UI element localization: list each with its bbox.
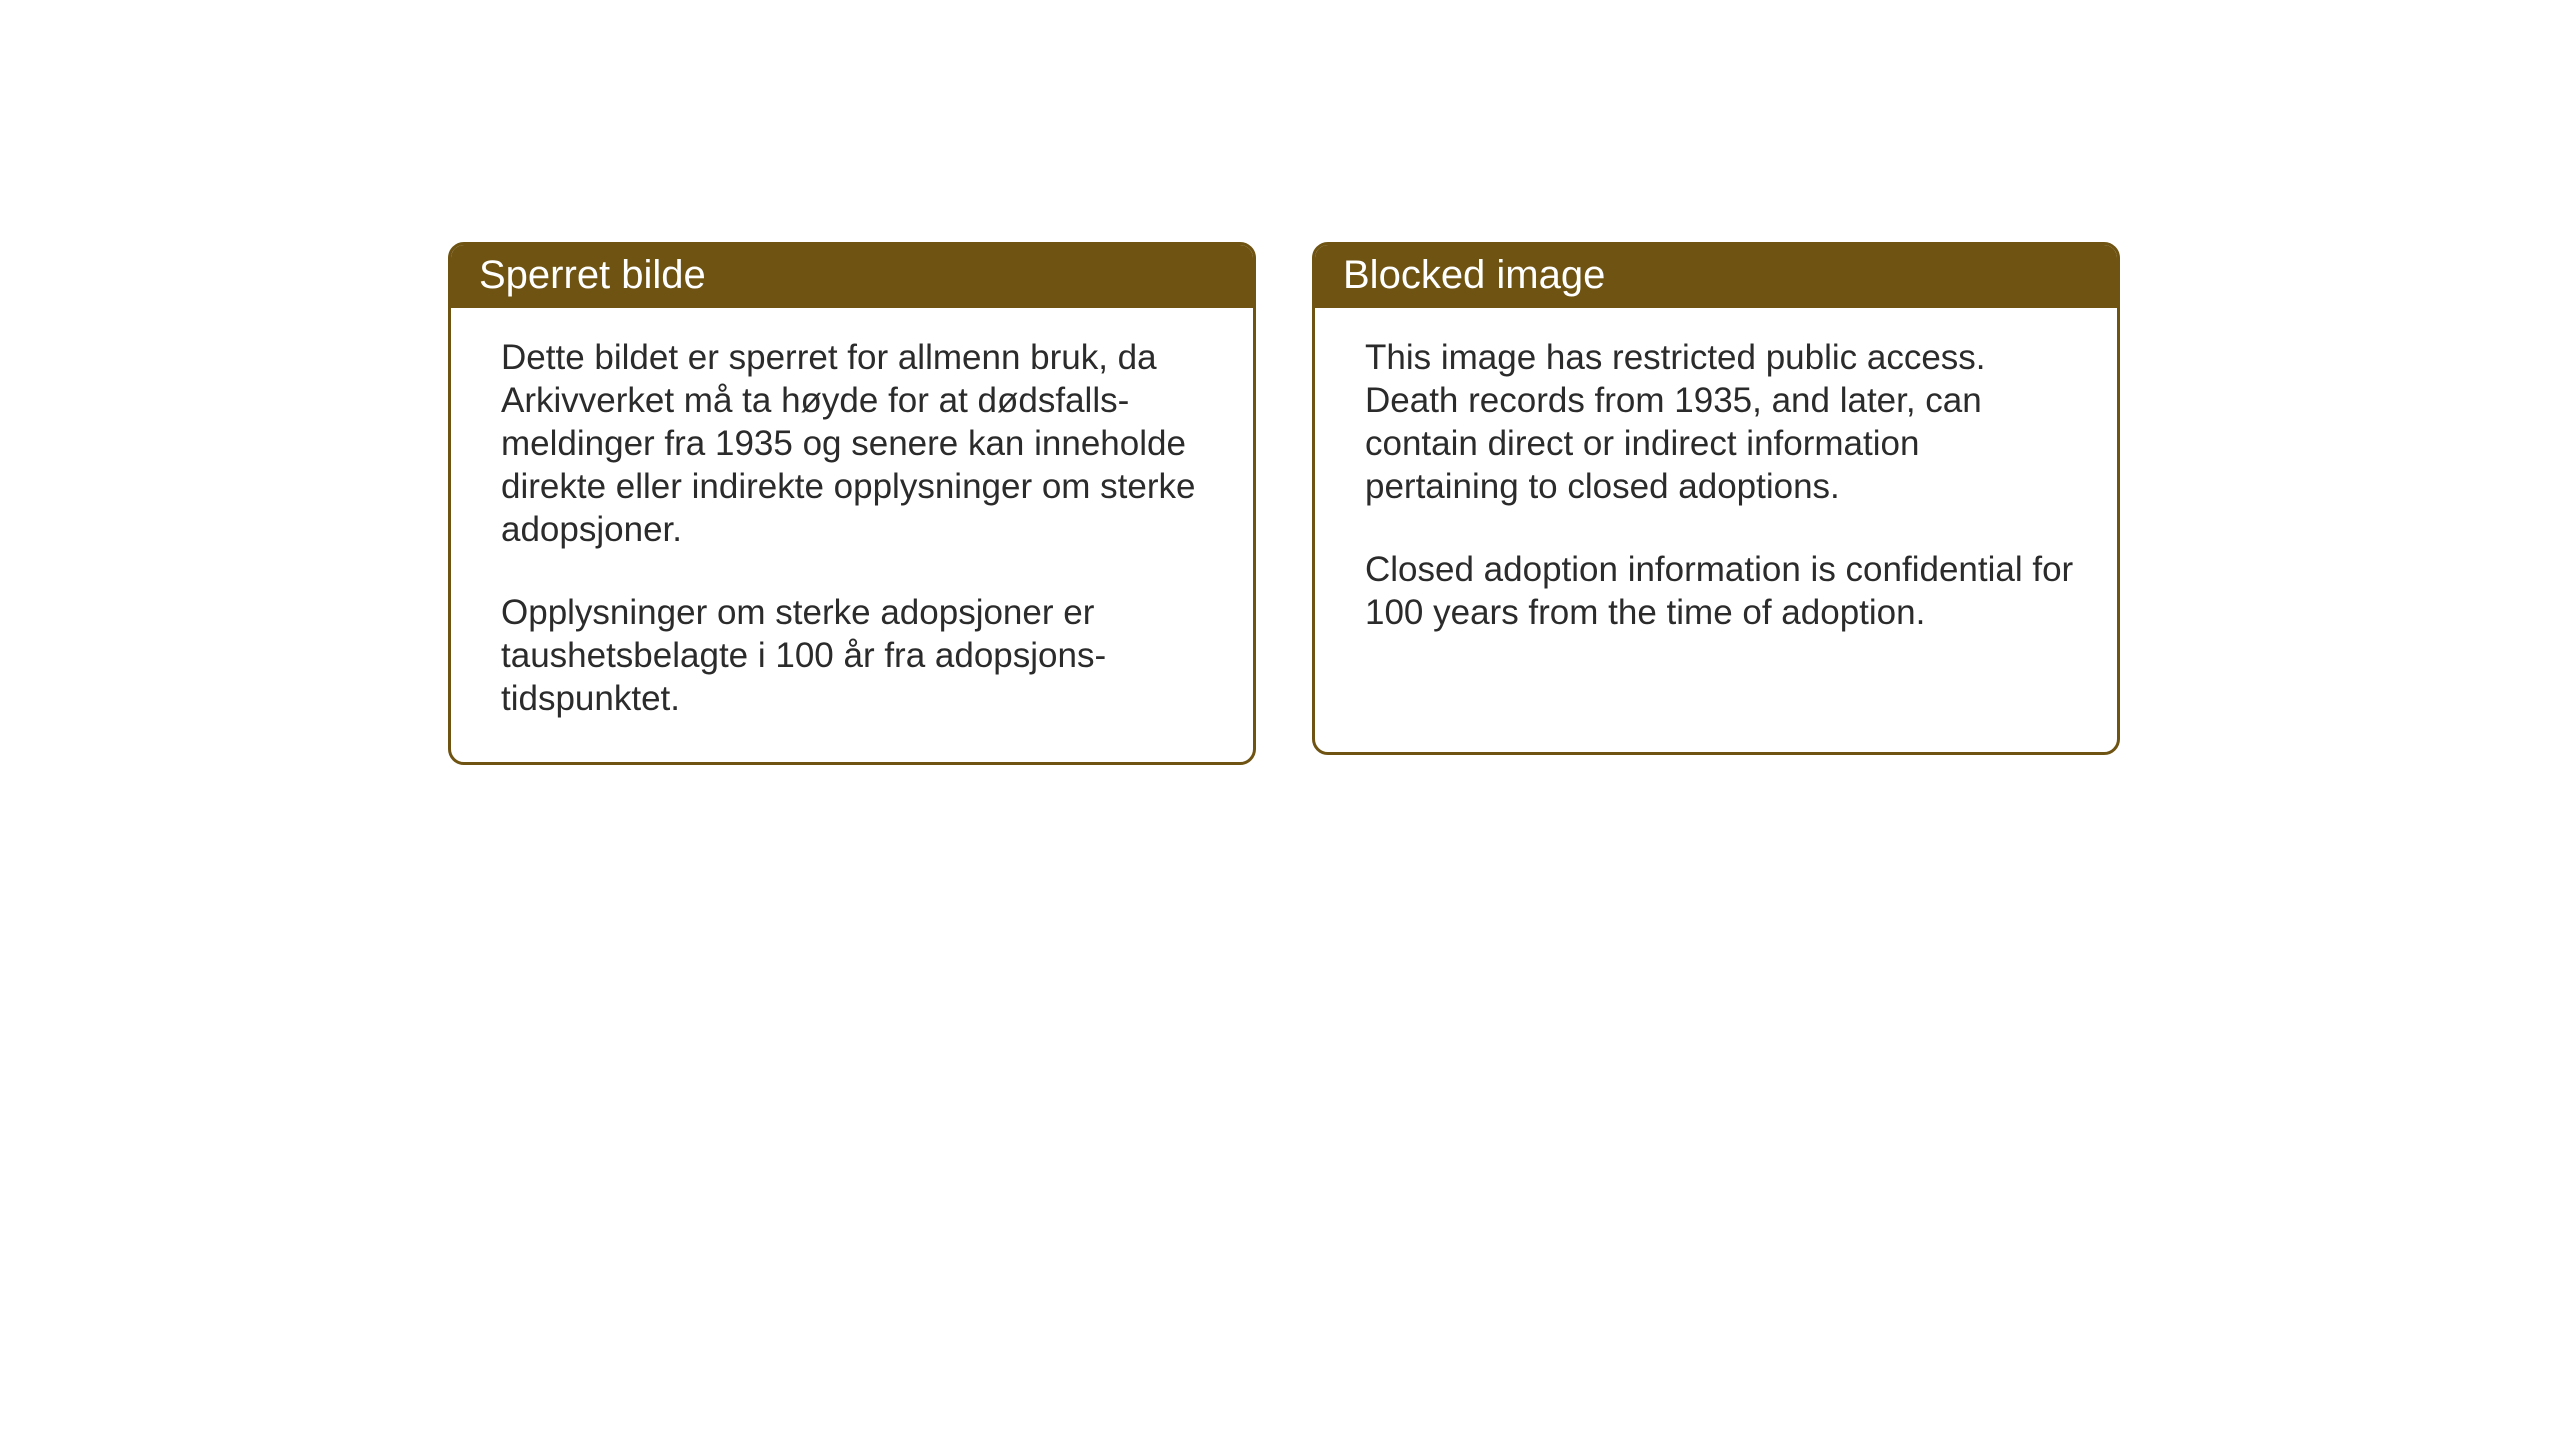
norwegian-paragraph-1: Dette bildet er sperret for allmenn bruk…: [501, 336, 1211, 551]
english-card: Blocked image This image has restricted …: [1312, 242, 2120, 755]
norwegian-card-title: Sperret bilde: [451, 245, 1253, 308]
english-card-title: Blocked image: [1315, 245, 2117, 308]
english-paragraph-1: This image has restricted public access.…: [1365, 336, 2075, 508]
norwegian-card-body: Dette bildet er sperret for allmenn bruk…: [451, 308, 1253, 762]
english-paragraph-2: Closed adoption information is confident…: [1365, 548, 2075, 634]
english-card-body: This image has restricted public access.…: [1315, 308, 2117, 676]
norwegian-paragraph-2: Opplysninger om sterke adopsjoner er tau…: [501, 591, 1211, 720]
cards-container: Sperret bilde Dette bildet er sperret fo…: [448, 242, 2120, 765]
norwegian-card: Sperret bilde Dette bildet er sperret fo…: [448, 242, 1256, 765]
